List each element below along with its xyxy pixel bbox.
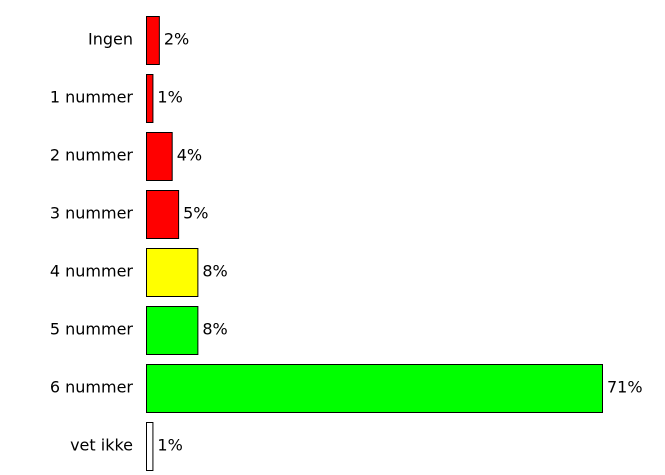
value-label: 8%	[202, 262, 227, 281]
category-label: Ingen	[88, 30, 133, 49]
bar	[146, 16, 160, 65]
category-label: vet ikke	[70, 436, 133, 455]
category-label: 2 nummer	[50, 146, 134, 165]
value-label: 5%	[183, 204, 208, 223]
value-label: 2%	[164, 30, 189, 49]
bar	[146, 132, 173, 181]
category-label: 1 nummer	[50, 88, 134, 107]
bar	[146, 364, 603, 413]
category-label: 5 nummer	[50, 320, 134, 339]
bar	[146, 422, 154, 471]
bar	[146, 248, 199, 297]
value-label: 1%	[157, 436, 182, 455]
value-label: 71%	[607, 378, 643, 397]
bar	[146, 190, 180, 239]
bar	[146, 306, 199, 355]
category-label: 6 nummer	[50, 378, 134, 397]
bar	[146, 74, 154, 123]
value-label: 1%	[157, 88, 182, 107]
category-label: 3 nummer	[50, 204, 134, 223]
value-label: 8%	[202, 320, 227, 339]
value-label: 4%	[177, 146, 202, 165]
category-label: 4 nummer	[50, 262, 134, 281]
